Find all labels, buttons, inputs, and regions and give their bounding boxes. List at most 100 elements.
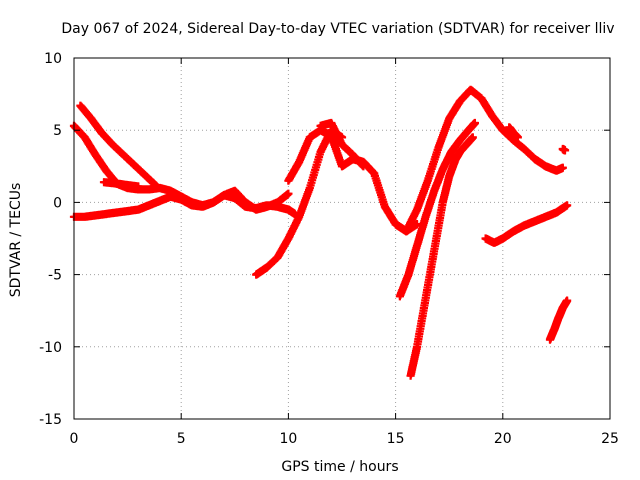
data-point — [426, 271, 433, 278]
data-point — [555, 314, 562, 321]
data-point — [317, 122, 324, 129]
data-series-arc-12 — [545, 296, 572, 344]
y-axis-label: SDTVAR / TECUs — [8, 183, 24, 298]
data-point — [253, 271, 260, 278]
y-tick-label: -15 — [39, 412, 62, 428]
data-point — [285, 206, 292, 213]
data-point — [478, 95, 485, 102]
data-point — [420, 307, 427, 314]
x-tick-label: 5 — [177, 431, 186, 447]
data-point — [242, 199, 249, 206]
grid — [74, 58, 610, 419]
data-point — [349, 151, 356, 158]
y-tick-label: 10 — [44, 51, 62, 67]
data-point — [88, 115, 95, 122]
data-point — [414, 221, 421, 228]
data-series-arc-5 — [284, 126, 422, 236]
y-tick-label: -10 — [39, 340, 62, 356]
data-point — [285, 235, 292, 242]
data-point — [564, 202, 571, 209]
x-axis-label: GPS time / hours — [281, 459, 398, 475]
data-series-arc-14 — [558, 144, 570, 155]
data-point — [199, 202, 206, 209]
axes: 0 5 10 15 20 25 -15 -10 -5 0 5 10 — [39, 51, 619, 447]
data-point — [274, 199, 281, 206]
x-tick-label: 20 — [494, 431, 512, 447]
data-point — [188, 199, 195, 206]
data-point — [77, 102, 84, 109]
data-point — [489, 112, 496, 119]
data-point — [141, 171, 148, 178]
plot-frame — [73, 57, 611, 420]
data-point — [542, 213, 549, 220]
y-tick-label: 5 — [53, 123, 62, 139]
data-point — [433, 235, 440, 242]
data-point — [156, 197, 163, 204]
x-tick-label: 25 — [601, 431, 619, 447]
y-tick-label: 0 — [53, 195, 62, 211]
data-point — [422, 213, 429, 220]
data-point — [551, 326, 558, 333]
data-point — [156, 184, 163, 191]
data-point — [306, 134, 313, 141]
data-point — [296, 213, 303, 220]
data-point — [81, 213, 88, 220]
data-point — [510, 130, 517, 137]
data-point — [328, 119, 335, 126]
data-point — [482, 235, 489, 242]
data-point — [231, 187, 238, 194]
data-point — [263, 203, 270, 210]
data-point — [531, 156, 538, 163]
data-series-arc-4 — [99, 178, 143, 191]
data-point — [306, 184, 313, 191]
data-point — [435, 144, 442, 151]
data-markers — [284, 126, 422, 236]
data-point — [317, 148, 324, 155]
data-point — [92, 212, 99, 219]
data-point — [465, 127, 472, 134]
data-point — [471, 119, 478, 126]
data-series-arc-11 — [481, 201, 572, 247]
data-point — [253, 206, 260, 213]
data-point — [371, 170, 378, 177]
data-point — [221, 192, 228, 199]
data-point — [135, 183, 142, 190]
data-markers — [99, 178, 143, 191]
data-point — [561, 147, 568, 154]
data-point — [407, 372, 414, 379]
data-point — [446, 173, 453, 180]
data-series-arc-10 — [395, 118, 479, 301]
data-series-arc-7 — [316, 118, 368, 171]
data-point — [92, 151, 99, 158]
data-layer — [69, 85, 572, 380]
data-point — [467, 86, 474, 93]
data-point — [499, 127, 506, 134]
data-point — [210, 199, 217, 206]
data-point — [109, 141, 116, 148]
data-point — [431, 187, 438, 194]
data-point — [403, 228, 410, 235]
data-point — [98, 130, 105, 137]
data-point — [339, 163, 345, 170]
data-point — [392, 221, 399, 228]
data-point — [263, 264, 270, 271]
data-point — [452, 156, 459, 163]
data-point — [542, 163, 549, 170]
data-point — [285, 177, 292, 184]
data-point — [510, 137, 517, 144]
data-point — [553, 209, 560, 216]
data-point — [564, 297, 571, 304]
data-point — [146, 186, 153, 193]
data-point — [339, 141, 345, 148]
data-point — [456, 98, 463, 105]
data-point — [103, 210, 110, 217]
data-point — [521, 145, 528, 152]
data-point — [274, 254, 281, 261]
data-series-arc-2 — [69, 121, 293, 214]
data-point — [491, 239, 498, 246]
data-point — [405, 271, 412, 278]
data-point — [456, 137, 463, 144]
data-point — [120, 151, 127, 158]
data-point — [448, 148, 455, 155]
